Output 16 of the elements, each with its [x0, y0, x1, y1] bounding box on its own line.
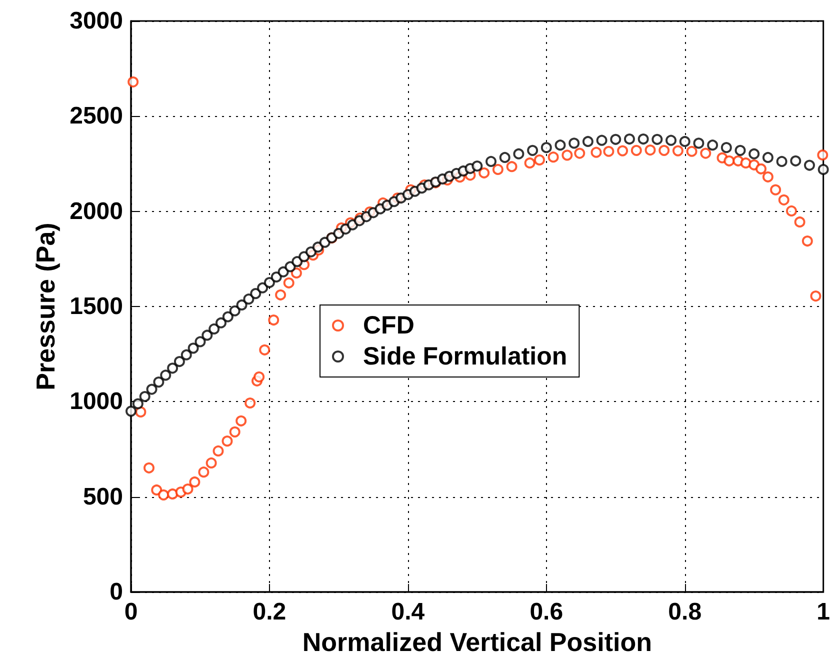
x-tick-label: 0.2 [252, 598, 286, 626]
legend-label: Side Formulation [363, 342, 568, 370]
x-tick-label: 0.6 [530, 598, 564, 626]
y-tick-label: 1500 [70, 293, 123, 320]
y-axis-title: Pressure (Pa) [30, 222, 61, 390]
legend-label: CFD [363, 312, 414, 340]
x-axis-title: Normalized Vertical Position [302, 626, 652, 657]
y-tick-label: 3000 [70, 8, 123, 34]
y-tick-label: 0 [110, 578, 123, 606]
x-tick-label: 0.8 [668, 598, 702, 626]
y-tick-label: 1000 [70, 388, 123, 416]
y-tick-label: 500 [82, 483, 123, 510]
x-tick-label: 1 [816, 598, 830, 626]
y-tick-label: 2500 [70, 102, 123, 130]
y-tick-label: 2000 [70, 198, 123, 225]
x-tick-label: 0.4 [391, 598, 426, 626]
